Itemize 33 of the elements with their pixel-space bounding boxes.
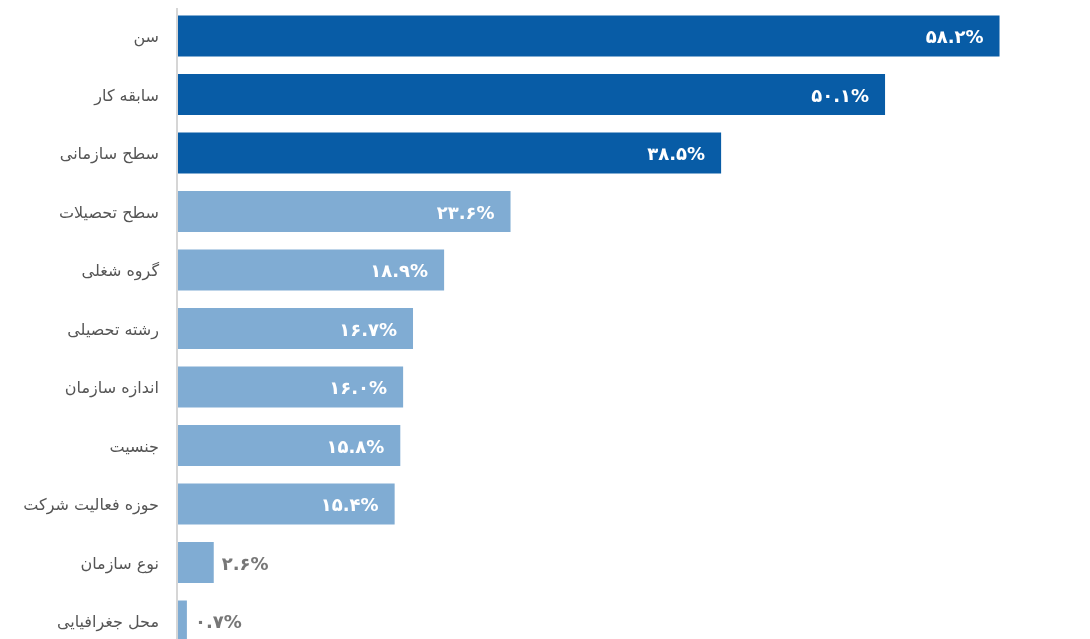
- bar: [177, 74, 886, 115]
- data-label: ۱۵.۴%: [320, 494, 379, 515]
- bar: [177, 15, 1000, 57]
- y-tick-label: جنسیت: [109, 436, 159, 456]
- data-label: ۱۶.۷%: [339, 318, 398, 340]
- data-label: ۳۸.۵%: [647, 143, 706, 164]
- bar: [177, 600, 187, 639]
- bar: [177, 366, 404, 408]
- y-tick-label: سابقه کار: [93, 85, 159, 106]
- bar: [177, 483, 395, 525]
- y-tick-label: نوع سازمان: [80, 553, 159, 574]
- y-tick-label: گروه شغلی: [81, 261, 160, 281]
- data-label: ۰.۷%: [194, 611, 242, 632]
- y-tick-label: اندازه سازمان: [64, 378, 159, 398]
- bar: [177, 249, 445, 291]
- data-label: ۱۵.۸%: [326, 435, 385, 457]
- data-label: ۵۰.۱%: [811, 84, 870, 106]
- bar: [177, 132, 722, 174]
- y-tick-label: سطح تحصیلات: [58, 202, 159, 223]
- bar: [177, 425, 401, 466]
- data-label: ۱۸.۹%: [370, 260, 429, 281]
- bar: [177, 308, 414, 349]
- y-tick-label: سن: [133, 27, 159, 47]
- data-label: ۵۸.۲%: [925, 26, 984, 47]
- data-label: ۲۳.۶%: [436, 201, 495, 223]
- y-tick-label: رشته تحصیلی: [67, 319, 159, 340]
- bar: [177, 191, 511, 232]
- y-tick-label: سطح سازمانی: [59, 144, 159, 164]
- data-label: ۲.۶%: [221, 552, 269, 574]
- data-label: ۱۶.۰%: [329, 377, 388, 398]
- y-tick-label: محل جغرافیایی: [56, 612, 159, 632]
- y-tick-label: حوزه فعالیت شرکت: [23, 495, 159, 515]
- bar: [177, 542, 214, 583]
